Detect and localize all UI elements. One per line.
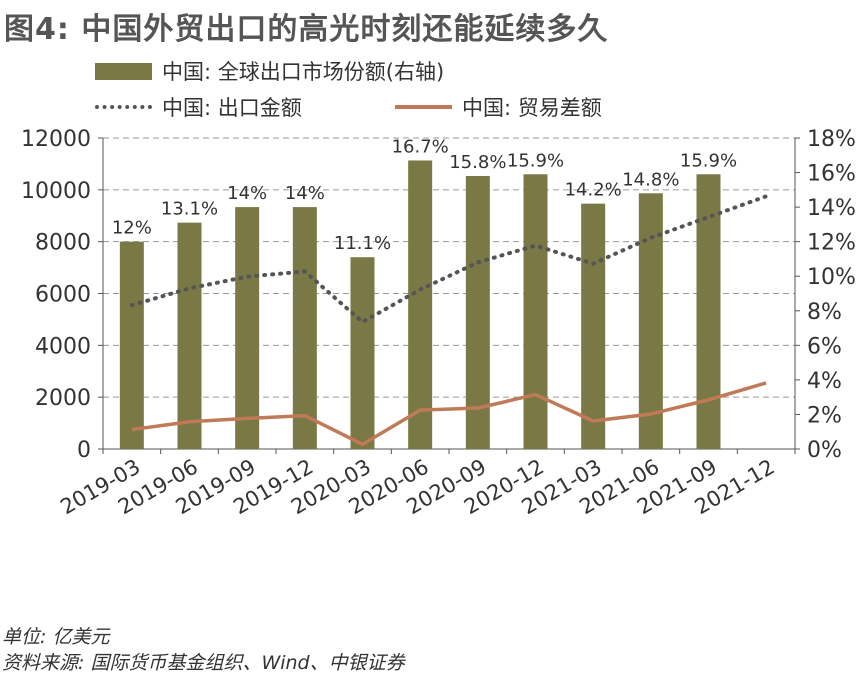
bar-data-label: 14.8% [622,169,679,190]
bar-data-label: 11.1% [334,233,391,254]
y-right-tick-label: 0% [807,438,842,463]
y-right-tick-label: 16% [807,162,856,187]
bar-data-label: 14.2% [565,180,622,201]
legend-line-swatch [395,105,452,109]
series-export-amount [129,194,769,325]
bar-data-label: 12% [112,218,152,239]
unit-note: 单位: 亿美元 [2,626,110,648]
legend-exports: 中国: 出口金额 [95,92,302,122]
bar-market-share [523,174,548,450]
legend-share: 中国: 全球出口市场份额(右轴) [95,56,444,86]
bar-data-label: 16.7% [392,136,449,157]
legend-exports-label: 中国: 出口金额 [162,96,302,120]
bar-market-share [696,174,721,450]
y-left-tick-label: 8000 [35,231,91,256]
y-right-tick-label: 18% [807,127,856,152]
bar-data-label: 15.8% [449,152,506,173]
bar-market-share [350,257,375,449]
bar-market-share [292,207,317,449]
bar-data-label: 15.9% [507,150,564,171]
y-right-tick-label: 8% [807,300,842,325]
bar-data-label: 14% [227,183,267,204]
legend-dotted-swatch [95,105,152,109]
y-left-tick-label: 4000 [35,334,91,359]
bar-market-share [465,176,490,449]
y-left-tick-label: 6000 [35,283,91,308]
y-left-tick-label: 12000 [21,127,91,152]
chart-title: 图4: 中国外贸出口的高光时刻还能延续多久 [4,12,609,47]
bar-market-share [581,203,606,449]
y-left-tick-label: 10000 [21,179,91,204]
bar-market-share [177,222,202,449]
series-trade-balance [131,381,767,447]
legend-balance-label: 中国: 贸易差额 [462,96,602,120]
bar-data-label: 15.9% [680,150,737,171]
legend-balance: 中国: 贸易差额 [395,92,602,122]
y-right-tick-label: 2% [807,403,842,428]
y-right-tick-label: 6% [807,334,842,359]
y-right-tick-label: 4% [807,369,842,394]
bar-data-label: 13.1% [161,199,218,220]
bar-data-label: 14% [285,183,325,204]
y-left-tick-label: 2000 [35,386,91,411]
bar-market-share [235,207,260,449]
source-note: 资料来源: 国际货币基金组织、Wind、中银证券 [2,652,405,674]
y-left-tick-label: 0 [77,438,91,463]
bar-market-share [408,160,433,449]
bar-market-share [119,241,144,449]
y-right-tick-label: 10% [807,265,856,290]
legend-share-label: 中国: 全球出口市场份额(右轴) [162,60,445,84]
y-right-tick-label: 12% [807,231,856,256]
legend-bar-swatch [95,62,152,80]
y-right-tick-label: 14% [807,196,856,221]
